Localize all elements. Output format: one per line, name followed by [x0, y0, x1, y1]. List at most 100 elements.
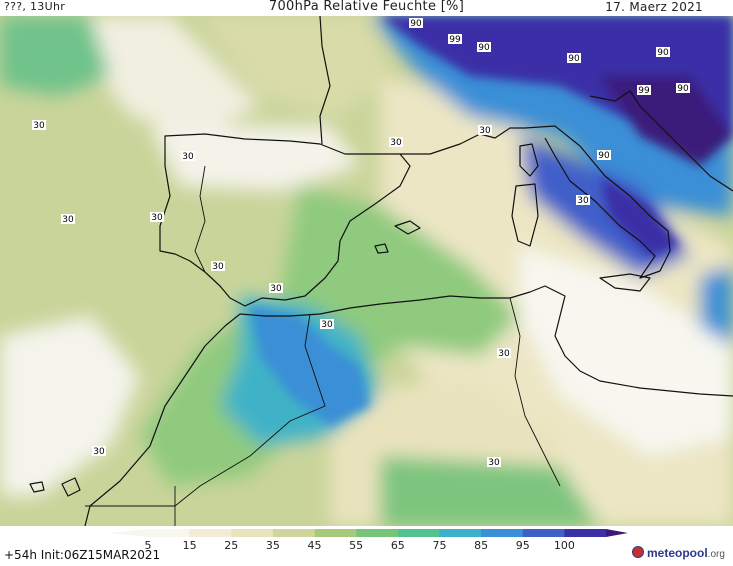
svg-text:30: 30	[62, 215, 74, 225]
saturated-zone-tyrrhenian	[600, 176, 680, 256]
contour-label: 30	[320, 319, 334, 330]
colorbar	[108, 529, 628, 537]
dry-zone-atlantic	[80, 16, 260, 136]
colorbar-segment	[439, 529, 482, 537]
contour-label: 90	[597, 150, 611, 161]
svg-text:30: 30	[479, 126, 491, 136]
coast-iberia	[159, 133, 411, 307]
humidity-map: 90 99 90 90 90 99 90 90 30 30 30 30 30 3…	[0, 16, 733, 526]
coast-north-africa	[239, 285, 733, 397]
border-southern	[85, 486, 176, 526]
contour-label: 99	[448, 34, 462, 45]
coast-sicily	[599, 273, 651, 292]
contour-label: 30	[181, 151, 195, 162]
contour-label: 90	[656, 47, 670, 58]
contour-label: 30	[497, 348, 511, 359]
contour-label: 30	[389, 137, 403, 148]
colorbar-tick-label: 5	[144, 539, 152, 552]
humid-zone-greece	[700, 266, 733, 346]
colorbar-tick-label: 25	[224, 539, 239, 552]
colorbar-segment	[148, 529, 191, 537]
borders	[85, 165, 561, 526]
moist-zone-biscay	[200, 16, 390, 116]
contour-label: 90	[477, 42, 491, 53]
contour-label: 90	[409, 18, 423, 29]
logo-name: meteopool	[647, 546, 708, 560]
saturated-zone-adriatic	[600, 76, 733, 166]
logo-suffix: .org	[707, 549, 725, 560]
colorbar-tick-label: 100	[553, 539, 575, 552]
colorbar-tick-label: 95	[515, 539, 530, 552]
colorbar-segment	[231, 529, 274, 537]
contour-label: 30	[576, 195, 590, 206]
coast-sardinia	[511, 183, 539, 247]
contour-labels: 90 99 90 90 90 99 90 90 30 30 30 30 30 3…	[32, 18, 690, 468]
colorbar-arrow-left	[108, 529, 148, 537]
border-algeria-tunisia-libya	[509, 297, 561, 487]
coast-canaries	[29, 477, 81, 497]
colorbar-segment	[481, 529, 524, 537]
colorbar-tick-label: 75	[432, 539, 447, 552]
svg-text:99: 99	[638, 86, 650, 96]
svg-text:30: 30	[577, 196, 589, 206]
svg-text:30: 30	[321, 320, 333, 330]
humid-core-alboran	[250, 306, 370, 426]
model-run-info: +54h Init:06Z15MAR2021	[4, 548, 161, 562]
svg-text:30: 30	[390, 138, 402, 148]
contour-label: 30	[150, 212, 164, 223]
svg-text:30: 30	[33, 121, 45, 131]
moist-zone-atlantic-west	[0, 16, 110, 96]
svg-text:90: 90	[677, 84, 689, 94]
map-title: 700hPa Relative Feuchte [%]	[268, 0, 465, 14]
colorbar-tick-label: 15	[182, 539, 197, 552]
colorbar-tick-label: 85	[474, 539, 489, 552]
contour-label: 99	[637, 85, 651, 96]
colorbar-tick-label: 55	[349, 539, 364, 552]
svg-text:30: 30	[182, 152, 194, 162]
forecast-date: 17. Maerz 2021	[605, 0, 703, 14]
contour-label: 30	[478, 125, 492, 136]
svg-text:99: 99	[449, 35, 461, 45]
colorbar-segment	[564, 529, 607, 537]
colorbar-tick-label: 45	[307, 539, 322, 552]
svg-text:30: 30	[498, 349, 510, 359]
svg-text:90: 90	[598, 151, 610, 161]
colorbar-segment	[397, 529, 440, 537]
coast-corsica	[519, 143, 539, 177]
colorbar-tick-label: 35	[265, 539, 280, 552]
colorbar-segment	[356, 529, 399, 537]
svg-text:90: 90	[568, 54, 580, 64]
svg-text:30: 30	[151, 213, 163, 223]
contour-label: 90	[676, 83, 690, 94]
svg-text:30: 30	[212, 262, 224, 272]
contour-label: 30	[92, 446, 106, 457]
coast-italy	[524, 125, 671, 279]
svg-text:90: 90	[657, 48, 669, 58]
colorbar-segment	[314, 529, 357, 537]
contour-label: 30	[487, 457, 501, 468]
dry-zone-morocco	[0, 316, 140, 496]
svg-text:90: 90	[410, 19, 422, 29]
contour-label: 30	[269, 283, 283, 294]
colorbar-tick-label: 65	[390, 539, 405, 552]
coast-balearics	[374, 220, 421, 254]
meteopool-logo[interactable]: meteopool.org	[632, 546, 725, 560]
colorbar-segment	[272, 529, 316, 537]
border-morocco-algeria	[174, 313, 326, 507]
colorbar-arrow-right	[606, 529, 628, 537]
svg-text:90: 90	[478, 43, 490, 53]
svg-text:30: 30	[93, 447, 105, 457]
contour-label: 30	[32, 120, 46, 131]
colorbar-segment	[522, 529, 565, 537]
moist-zone-south	[380, 456, 600, 526]
svg-text:30: 30	[270, 284, 282, 294]
logo-icon	[632, 546, 644, 558]
contour-label: 30	[61, 214, 75, 225]
svg-text:30: 30	[488, 458, 500, 468]
dry-zone-libya	[520, 246, 733, 456]
coast-morocco-atlantic	[84, 313, 241, 526]
contour-label: 30	[211, 261, 225, 272]
forecast-time: ???, 13Uhr	[4, 0, 66, 13]
border-spain-portugal	[194, 165, 206, 273]
